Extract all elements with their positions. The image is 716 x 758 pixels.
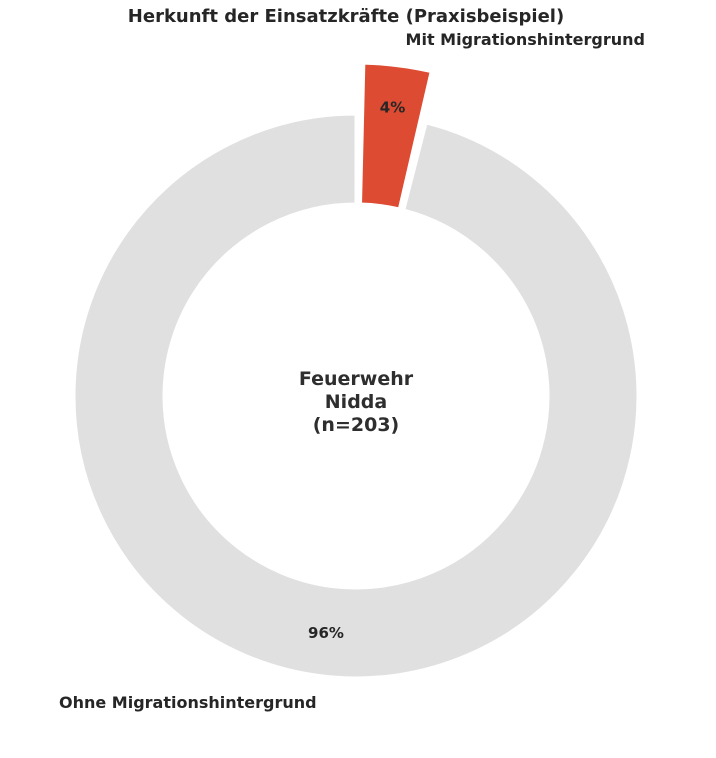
center-label-line2: Nidda bbox=[324, 391, 388, 413]
label-ohne-migrationshintergrund: Ohne Migrationshintergrund bbox=[59, 693, 317, 712]
center-label-line1: Feuerwehr bbox=[298, 368, 414, 390]
label-mit-migrationshintergrund: Mit Migrationshintergrund bbox=[405, 30, 645, 49]
donut-center-label: Feuerwehr Nidda (n=203) bbox=[156, 368, 556, 437]
slice-label-0: 4% bbox=[380, 98, 405, 116]
donut-slice-1 bbox=[72, 112, 640, 680]
donut-slice-0 bbox=[359, 61, 433, 211]
center-label-line3: (n=203) bbox=[312, 414, 400, 436]
slice-label-1: 96% bbox=[308, 624, 344, 642]
chart-title: Herkunft der Einsatzkräfte (Praxisbeispi… bbox=[127, 6, 565, 27]
